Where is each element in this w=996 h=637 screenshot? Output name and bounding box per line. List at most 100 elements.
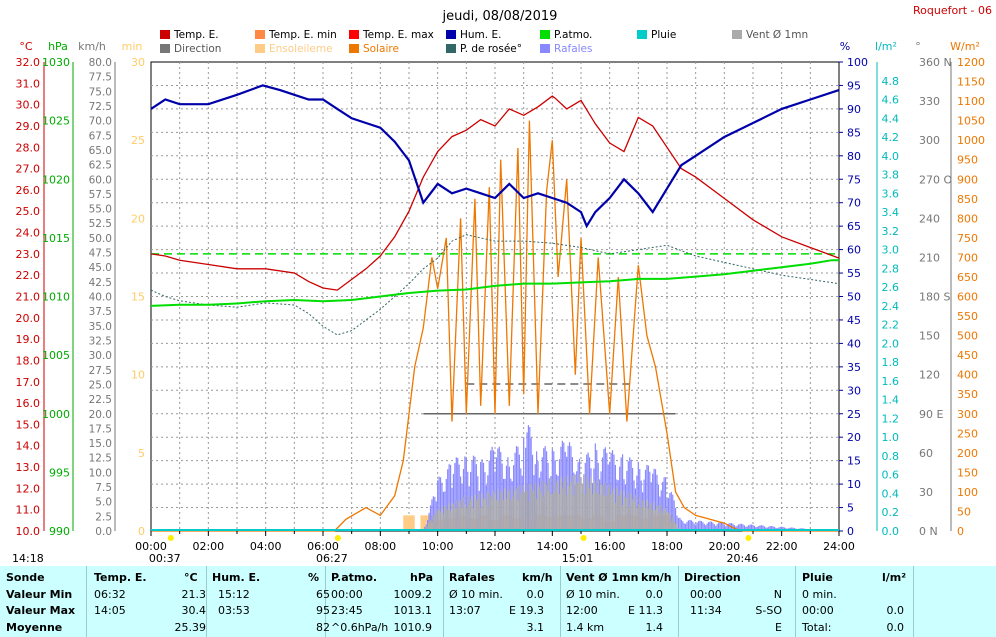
rain_rate-tick-label: 0.2 <box>882 506 900 519</box>
chart-grid <box>150 61 840 532</box>
footer-cell: 0.0 <box>645 588 664 601</box>
rain_rate-tick-label: 1.2 <box>882 412 900 425</box>
time-tick-label: 04:00 <box>250 540 282 553</box>
percent-tick-label: 80 <box>847 150 861 163</box>
rain_rate-tick-label: 1.6 <box>882 375 900 388</box>
footer-cell: 06:32 <box>94 588 126 601</box>
wind-tick-label: 47.5 <box>89 248 112 260</box>
solar-tick-label: 650 <box>957 271 978 284</box>
pressure-tick-label: 1015 <box>42 232 70 245</box>
percent-tick-label: 65 <box>847 220 861 233</box>
solar-tick-label: 1000 <box>957 134 985 147</box>
footer-cell: Total: <box>802 621 832 634</box>
chart-title: jeudi, 08/08/2019 <box>442 9 558 24</box>
footer-row-label: Valeur Max <box>6 604 76 617</box>
rain_rate-tick-label: 4.6 <box>882 94 900 107</box>
rain_rate-tick-label: 0.8 <box>882 450 900 463</box>
footer-cell: ^0.6hPa/h <box>331 621 389 634</box>
legend-swatch <box>446 30 456 39</box>
rain_rate-tick-label: 3.0 <box>882 244 900 257</box>
footer-header-temp: Temp. E. <box>94 571 147 584</box>
temp-tick-label: 25.0 <box>16 205 41 218</box>
direction-tick-label: 210 <box>919 251 940 264</box>
wind-tick-label: 27.5 <box>89 365 112 377</box>
minutes-tick-label: 10 <box>131 369 145 382</box>
percent-tick-label: 30 <box>847 384 861 397</box>
pressure-tick-label: 995 <box>49 466 70 479</box>
wind-tick-label: 32.5 <box>89 335 112 347</box>
footer-cell: E 19.3 <box>509 604 544 617</box>
time-tick-label: 06:00 <box>307 540 339 553</box>
rain_rate-tick-label: 2.4 <box>882 300 900 313</box>
legend-swatch <box>540 44 550 53</box>
rain_rate-tick-label: 4.0 <box>882 150 900 163</box>
rain_rate-tick-label: 4.8 <box>882 75 900 88</box>
direction-tick-label: 180 S <box>919 291 950 304</box>
rain_rate-tick-label: 3.4 <box>882 206 900 219</box>
minutes-tick-label: 5 <box>138 447 145 460</box>
legend-swatch <box>349 44 359 53</box>
rain_rate-tick-label: 0.4 <box>882 487 900 500</box>
percent-tick-label: 10 <box>847 478 861 491</box>
time-tick-label: 14:00 <box>536 540 568 553</box>
wind-tick-label: 15.0 <box>89 438 112 450</box>
time-marker-dot <box>580 535 587 541</box>
wind-tick-label: 52.5 <box>89 218 112 230</box>
rain_rate-tick-label: 2.2 <box>882 319 900 332</box>
rain_rate-tick-label: 1.4 <box>882 394 900 407</box>
weather-chart: 10.0 11.0 12.0 13.0 14.0 15.0 16.0 17.0 18.0 19.0… <box>12 4 992 565</box>
wind-tick-label: 77.5 <box>89 72 112 84</box>
time-marker-dot <box>745 535 752 541</box>
percent-tick-label: 60 <box>847 244 861 257</box>
series-hum-e <box>150 84 840 229</box>
footer-header-hum: Hum. E. <box>212 571 261 584</box>
legend-swatch <box>255 44 265 53</box>
wind-tick-label: 72.5 <box>89 101 112 113</box>
percent-tick-label: 40 <box>847 337 861 350</box>
legend-swatch <box>349 30 359 39</box>
footer-cell: E <box>775 621 782 634</box>
minutes-tick-label: 15 <box>131 291 145 304</box>
direction-tick-label: 150 <box>919 330 940 343</box>
axis-unit-label: ° <box>915 40 921 53</box>
temp-tick-label: 18.0 <box>16 354 41 367</box>
legend: Temp. E. Temp. E. min Temp. E. max Hum. E. P… <box>160 29 808 55</box>
legend-label: Temp. E. <box>173 29 219 41</box>
footer-header-wind-unit: km/h <box>641 571 672 584</box>
solar-tick-label: 50 <box>957 505 971 518</box>
footer-cell: 1010.9 <box>393 621 433 634</box>
solar-tick-label: 1050 <box>957 115 985 128</box>
time-tick-label: 12:00 <box>479 540 511 553</box>
footer-cell: 82 <box>316 621 330 634</box>
rain_rate-tick-label: 0.6 <box>882 469 900 482</box>
time-tick-label: 20:00 <box>708 540 740 553</box>
footer-header-wind: Vent Ø 1mn <box>566 571 639 584</box>
percent-tick-label: 0 <box>847 525 854 538</box>
temp-tick-label: 23.0 <box>16 248 41 261</box>
rain_rate-tick-label: 4.2 <box>882 131 900 144</box>
solar-tick-label: 150 <box>957 466 978 479</box>
footer-cell: 1.4 km <box>566 621 605 634</box>
footer-header-direction: Direction <box>684 571 741 584</box>
footer-cell: 1.4 <box>645 621 664 634</box>
percent-tick-label: 15 <box>847 455 861 468</box>
footer-cell: 21.3 <box>181 588 207 601</box>
wind-tick-label: 65.0 <box>89 145 112 157</box>
series-p-atmo <box>150 259 839 307</box>
minutes-tick-label: 30 <box>131 56 145 69</box>
time-tick-label: 10:00 <box>422 540 454 553</box>
rain_rate-tick-label: 3.8 <box>882 169 900 182</box>
wind-tick-label: 50.0 <box>89 233 112 245</box>
solar-tick-label: 550 <box>957 310 978 323</box>
direction-tick-label: 90 E <box>919 408 943 421</box>
temp-tick-label: 32.0 <box>16 56 41 69</box>
temp-tick-label: 10.0 <box>16 525 41 538</box>
footer-cell: 00:00 <box>690 588 722 601</box>
wind-tick-label: 2.5 <box>95 511 112 523</box>
sunshine-bar <box>403 515 415 531</box>
wind-tick-label: 25.0 <box>89 379 112 391</box>
percent-tick-label: 85 <box>847 126 861 139</box>
legend-label: Ensoleileme <box>269 43 333 55</box>
wind-tick-label: 45.0 <box>89 262 112 274</box>
pressure-tick-label: 1005 <box>42 349 70 362</box>
